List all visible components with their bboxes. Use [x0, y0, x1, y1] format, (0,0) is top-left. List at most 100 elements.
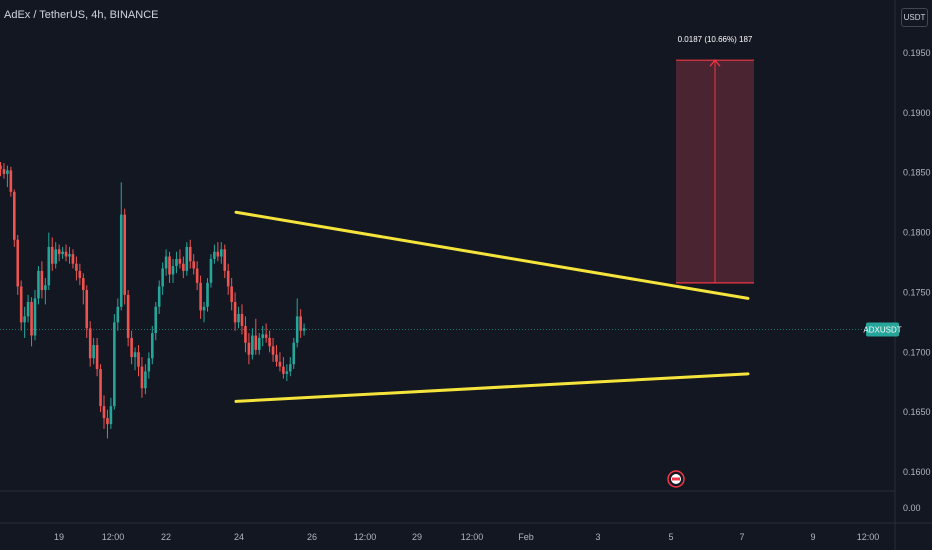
candle-body	[213, 251, 216, 259]
candle-body	[226, 270, 230, 287]
candle-body	[230, 286, 233, 303]
candle-body	[261, 334, 264, 338]
candle-body	[216, 251, 220, 257]
candle-body	[254, 335, 258, 350]
candle-body	[185, 246, 189, 271]
candle-body	[78, 270, 82, 279]
candle-body	[244, 325, 247, 343]
candle-body	[61, 251, 64, 255]
candle-body	[88, 328, 92, 359]
candle-body	[85, 290, 89, 329]
candle-body	[240, 313, 244, 326]
price-axis-ticks: 0.1950 0.1900 0.1850 0.1800 0.1750 0.1700 0.16…	[903, 48, 931, 513]
candle-body	[178, 258, 182, 264]
candle-body	[264, 334, 268, 338]
time-tick-label: 9	[810, 532, 815, 542]
candle-body	[285, 371, 289, 374]
candle-body	[26, 302, 30, 317]
candle-body	[71, 254, 75, 264]
candle-body	[0, 165, 2, 170]
time-axis-ticks: 19 12:00 22 24 26 12:00 29 12:00 Feb 3 5 7 9 12:00	[54, 532, 879, 542]
candle-body	[251, 335, 254, 355]
candle-body	[268, 337, 271, 347]
candle-body	[233, 302, 237, 323]
candle-body	[95, 345, 99, 370]
candle-body	[92, 345, 95, 359]
time-tick-label: 7	[739, 532, 744, 542]
candle-body	[223, 249, 227, 271]
candle-body	[16, 239, 20, 287]
candle-body	[99, 369, 102, 407]
candle-body	[102, 406, 106, 419]
candle-body	[133, 352, 137, 358]
candle-body	[109, 406, 113, 425]
candle-body	[37, 270, 40, 299]
candle-body	[299, 316, 302, 331]
candle-body	[164, 256, 168, 269]
candle-body	[82, 278, 85, 291]
candle-body	[151, 333, 154, 359]
candle-body	[192, 261, 195, 269]
candle-body	[137, 352, 140, 367]
candle-body	[130, 337, 133, 358]
candle-body	[247, 342, 251, 355]
candle-body	[271, 346, 275, 355]
candle-body	[140, 366, 144, 389]
candle-body	[292, 342, 296, 365]
candle-body	[106, 418, 109, 425]
candle-body	[199, 282, 202, 311]
candle-body	[295, 316, 299, 343]
price-tick-label: 0.1650	[903, 407, 931, 417]
candle-body	[2, 169, 6, 174]
time-tick-label: Feb	[518, 532, 534, 542]
candle-body	[13, 191, 16, 240]
time-tick-label: 19	[54, 532, 64, 542]
candle-body	[75, 263, 78, 271]
candle-body	[64, 251, 68, 257]
last-price-badge	[866, 322, 899, 337]
price-tick-label: 0.1600	[903, 467, 931, 477]
currency-button[interactable]: USDT	[901, 8, 928, 27]
candle-body	[57, 249, 61, 255]
candle-body	[237, 313, 240, 323]
indicator-tick-label: 0.00	[903, 503, 921, 513]
candle-body	[157, 286, 161, 307]
last-price-badge-label: ADXUSDT	[863, 326, 901, 335]
candle-body	[147, 358, 151, 372]
candles	[0, 161, 306, 439]
candle-body	[171, 266, 175, 275]
candle-body	[209, 258, 213, 283]
time-tick-label: 12:00	[461, 532, 484, 542]
trendline-lower[interactable]	[234, 372, 750, 403]
candle-body	[19, 286, 23, 323]
candle-body	[119, 214, 123, 307]
candle-body	[50, 246, 54, 264]
candle-body	[182, 263, 185, 271]
candle-body	[40, 270, 44, 291]
trendline-upper[interactable]	[234, 210, 750, 300]
time-tick-label: 29	[412, 532, 422, 542]
chart-title: AdEx / TetherUS, 4h, BINANCE	[4, 9, 159, 21]
candle-body	[161, 268, 164, 287]
candle-body	[278, 361, 282, 367]
trendlines[interactable]	[234, 210, 750, 403]
time-tick-label: 12:00	[102, 532, 125, 542]
candle-body	[188, 246, 192, 262]
candle-body	[113, 322, 116, 407]
candle-body	[126, 294, 130, 338]
time-tick-label: 24	[234, 532, 244, 542]
event-marker-icon[interactable]	[667, 470, 685, 488]
candle-body	[275, 354, 278, 362]
candle-body	[33, 298, 37, 336]
candle-body	[44, 285, 47, 291]
candle-body	[175, 258, 178, 267]
candle-body	[116, 306, 120, 323]
time-tick-label: 5	[668, 532, 673, 542]
price-tick-label: 0.1950	[903, 48, 931, 58]
price-tick-label: 0.1850	[903, 168, 931, 178]
time-tick-label: 12:00	[857, 532, 880, 542]
time-tick-label: 3	[595, 532, 600, 542]
candle-body	[30, 302, 33, 336]
target-box-label: 0.0187 (10.66%) 187	[678, 35, 753, 44]
